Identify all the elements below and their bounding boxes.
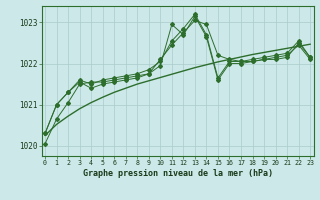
X-axis label: Graphe pression niveau de la mer (hPa): Graphe pression niveau de la mer (hPa)	[83, 169, 273, 178]
